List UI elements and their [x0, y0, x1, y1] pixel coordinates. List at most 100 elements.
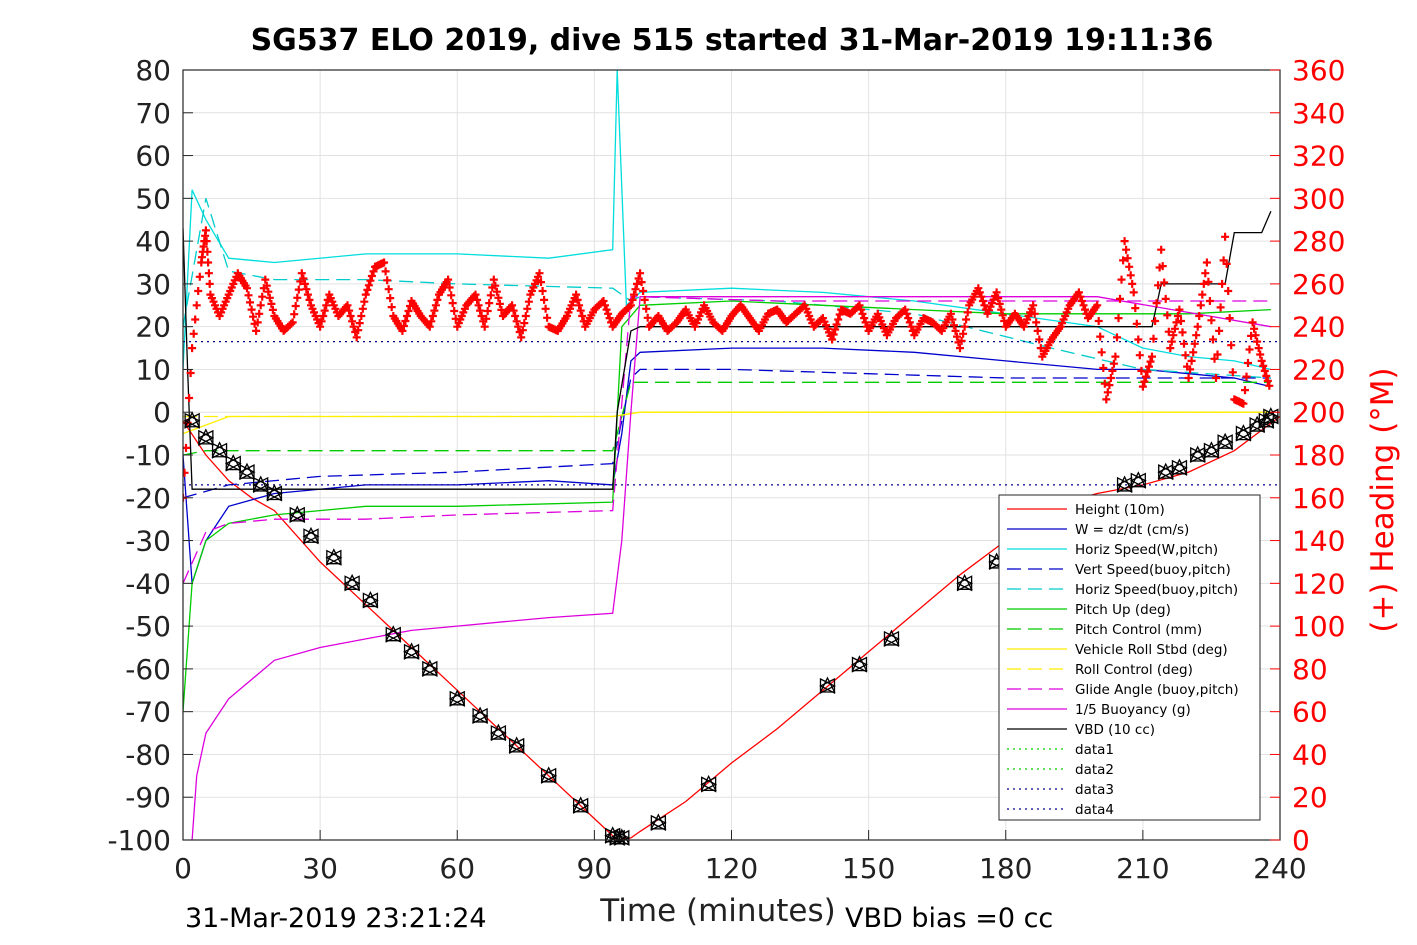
depth-marker	[325, 548, 343, 566]
depth-marker	[1129, 471, 1147, 489]
depth-marker	[471, 706, 489, 724]
marker-triangle-up	[1130, 471, 1147, 488]
marker-triangle-up	[302, 526, 320, 543]
marker-triangle-left	[572, 797, 589, 814]
depth-marker	[343, 573, 361, 592]
y-tick-label: 30	[135, 268, 171, 301]
heading-layer	[183, 226, 1274, 502]
marker-triangle-up	[700, 774, 717, 792]
legend-entry-13: data2	[1075, 762, 1114, 778]
marker-triangle-left	[1262, 408, 1279, 425]
depth-marker	[1216, 432, 1234, 451]
y-tick-label: 80	[135, 54, 171, 87]
marker-triangle-up	[819, 676, 836, 693]
marker-triangle-up	[1189, 445, 1206, 462]
y2-tick-label: 80	[1292, 653, 1328, 686]
x-axis-label: Time (minutes)	[599, 893, 835, 929]
vbd-bias-label: VBD bias =0 cc	[845, 903, 1053, 934]
legend-entry-8: Roll Control (deg)	[1075, 662, 1193, 678]
marker-triangle-left	[883, 630, 900, 647]
y-tick-label: -80	[125, 738, 171, 771]
series-line-1	[183, 347, 1272, 584]
marker-triangle-left	[1216, 434, 1233, 451]
marker-triangle-left	[608, 829, 625, 846]
x-tick-label: 60	[439, 852, 475, 885]
marker-triangle-up	[490, 723, 507, 740]
marker-triangle-up	[851, 655, 868, 672]
y2-tick-label: 240	[1292, 311, 1345, 344]
depth-marker	[649, 813, 667, 831]
depth-marker	[211, 441, 229, 459]
marker-triangle-left	[361, 592, 379, 609]
x-tick-label: 150	[842, 852, 895, 885]
legend-entry-9: Glide Angle (buoy,pitch)	[1075, 682, 1239, 698]
marker-triangle-left	[508, 737, 525, 754]
depth-marker	[1262, 407, 1280, 425]
marker-triangle-up	[344, 573, 361, 590]
axis-ticks: 0 30 60 90 120 150 180 210 240-100-90-80-70-60-5…	[107, 54, 1345, 885]
marker-triangle-left	[265, 485, 283, 502]
x-tick-label: 120	[705, 852, 758, 885]
y-tick-label: 50	[135, 182, 171, 215]
depth-marker	[265, 484, 283, 502]
y2-tick-label: 220	[1292, 353, 1345, 386]
y-tick-label: -70	[125, 696, 171, 729]
marker-triangle-left	[325, 549, 342, 566]
marker-triangle-left	[1129, 472, 1146, 489]
marker-triangle-up	[449, 689, 466, 706]
marker-triangle-left	[448, 690, 465, 707]
y-tick-label: 70	[135, 97, 171, 130]
marker-triangle-up	[362, 590, 379, 608]
marker-triangle-left	[819, 677, 836, 695]
marker-triangle-left	[384, 626, 401, 643]
chart-title: SG537 ELO 2019, dive 515 started 31-Mar-…	[251, 23, 1214, 58]
marker-triangle-left	[224, 455, 241, 472]
depth-marker	[384, 625, 402, 643]
y-tick-label: -60	[125, 653, 171, 686]
marker-triangle-left	[613, 829, 630, 846]
marker-triangle-up	[325, 548, 342, 565]
y2-tick-label: 160	[1292, 482, 1345, 515]
y2-tick-label: 320	[1292, 140, 1345, 173]
marker-triangle-left	[421, 660, 438, 677]
depth-marker	[613, 828, 631, 846]
marker-triangle-up	[421, 659, 438, 676]
y2-tick-label: 100	[1292, 610, 1345, 643]
depth-marker	[288, 505, 306, 523]
end-timestamp: 31-Mar-2019 23:21:24	[185, 903, 487, 934]
depth-marker	[956, 573, 974, 592]
y-tick-label: 10	[135, 353, 171, 386]
series-line-2	[183, 70, 1272, 371]
marker-triangle-left	[1234, 425, 1252, 442]
marker-triangle-up	[956, 573, 973, 590]
depth-marker	[851, 655, 868, 673]
y-tick-label: -50	[125, 610, 171, 643]
marker-triangle-up	[1262, 407, 1279, 424]
legend-entry-15: data4	[1075, 802, 1114, 818]
series-line-9	[183, 296, 1271, 584]
x-tick-label: 90	[577, 852, 613, 885]
depth-marker	[224, 454, 242, 472]
y2-tick-label: 280	[1292, 225, 1345, 258]
marker-triangle-up	[184, 411, 201, 428]
marker-triangle-up	[1157, 462, 1174, 479]
legend-entry-14: data3	[1075, 782, 1114, 798]
legend-entry-0: Height (10m)	[1075, 502, 1165, 518]
legend-entry-3: Vert Speed(buoy,pitch)	[1075, 562, 1231, 578]
y-tick-label: 60	[135, 140, 171, 173]
marker-triangle-up	[883, 629, 900, 646]
marker-triangle-left	[649, 814, 667, 831]
marker-triangle-left	[183, 412, 200, 429]
y-tick-label: -30	[125, 525, 171, 558]
legend-entry-11: VBD (10 cc)	[1075, 722, 1155, 738]
depth-marker	[302, 526, 320, 545]
depth-marker	[1234, 424, 1252, 442]
y2-tick-label: 40	[1292, 738, 1328, 771]
legend-entry-4: Horiz Speed(buoy,pitch)	[1075, 582, 1238, 598]
legend-entry-6: Pitch Control (mm)	[1075, 622, 1202, 638]
depth-marker	[508, 736, 526, 754]
marker-triangle-left	[956, 575, 973, 592]
depth-marker	[448, 689, 466, 707]
marker-triangle-left	[252, 476, 269, 493]
x-tick-label: 0	[174, 852, 192, 885]
